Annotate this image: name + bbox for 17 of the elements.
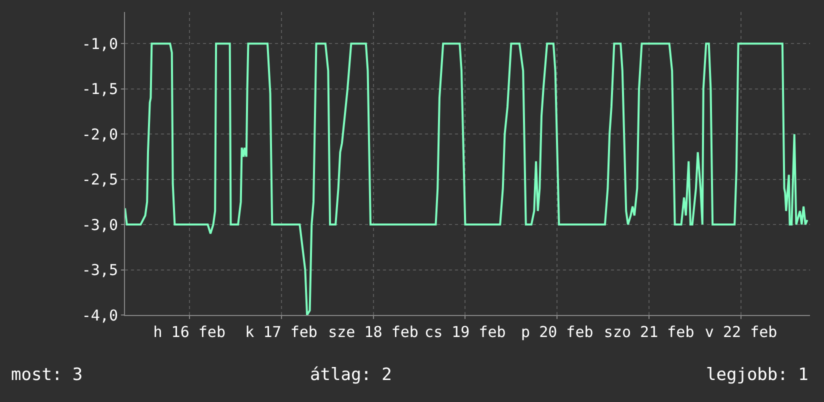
y-tick-label: -4,0 [82,306,118,324]
x-tick-label: h 16 feb [153,323,226,341]
x-tick-label: sze 18 feb [328,323,418,341]
y-tick-label: -3,5 [82,261,118,280]
x-tick-label: k 17 feb [245,323,318,341]
x-tick-label: p 20 feb [521,323,594,341]
y-tick-label: -2,5 [82,170,118,189]
text: most: 3 [11,365,83,385]
x-tick-label: v 22 feb [704,323,778,341]
text: legjobb: 1 [706,365,808,385]
y-tick-label: -3,0 [82,216,118,234]
y-tick-label: -1,5 [82,80,118,98]
x-tick-label: szo 21 feb [604,323,694,341]
text: átlag: 2 [310,365,392,385]
y-tick-label: -1,0 [82,34,118,53]
x-tick-label: cs 19 feb [424,323,506,341]
y-tick-label: -2,0 [82,125,118,144]
